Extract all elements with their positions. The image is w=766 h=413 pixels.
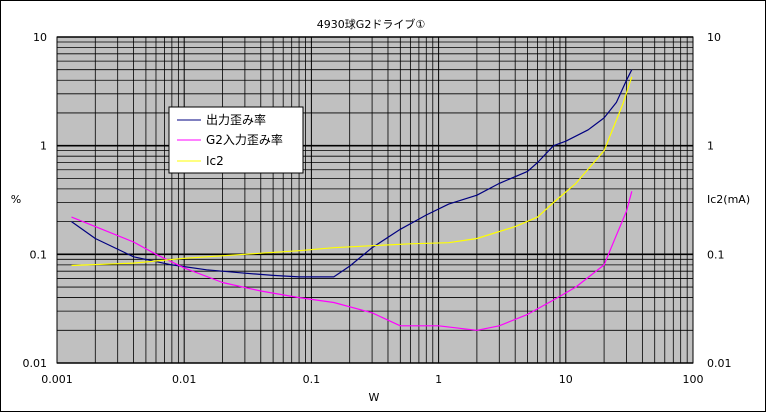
y-axis-label-left: % [11, 193, 21, 206]
y-tick-label-right: 1 [707, 140, 714, 153]
series-output-distortion [71, 69, 633, 278]
x-tick-label: 0.01 [172, 373, 197, 386]
series-g2-input-distortion [71, 191, 633, 331]
y-tick-label-left: 0.01 [23, 357, 48, 370]
x-tick-label: 100 [683, 373, 704, 386]
y-tick-label-right: 0.01 [707, 357, 732, 370]
x-axis-label: W [369, 391, 380, 404]
y-tick-label-left: 10 [33, 31, 47, 44]
series-layer [71, 69, 633, 331]
legend-label-output-distortion: 出力歪み率 [206, 112, 266, 127]
y-tick-labels-right: 0.01 0.1 1 10 [707, 31, 732, 370]
y-tick-labels-left: 0.01 0.1 1 10 [23, 31, 48, 370]
x-tick-label: 1 [435, 373, 442, 386]
x-tick-label: 10 [559, 373, 573, 386]
legend-label-g2-input-distortion: G2入力歪み率 [206, 132, 283, 147]
y-axis-label-right: Ic2(mA) [707, 193, 750, 206]
x-tick-labels: 0.001 0.01 0.1 1 10 100 [41, 373, 703, 386]
minor-gridlines-x [94, 37, 688, 363]
x-tick-label: 0.001 [41, 373, 73, 386]
plot-border [56, 36, 694, 364]
plot-area [57, 37, 693, 363]
x-tick-label: 0.1 [303, 373, 321, 386]
y-tick-label-right: 10 [707, 31, 721, 44]
legend-label-ic2: Ic2 [206, 154, 224, 168]
legend: 出力歪み率 G2入力歪み率 Ic2 [168, 106, 304, 174]
y-tick-label-right: 0.1 [707, 248, 725, 261]
y-tick-label-left: 1 [40, 140, 47, 153]
series-ic2 [71, 76, 633, 267]
y-tick-label-left: 0.1 [30, 248, 48, 261]
chart-title: 4930球G2ドライブ① [317, 17, 426, 31]
minor-gridlines-y [57, 41, 693, 331]
